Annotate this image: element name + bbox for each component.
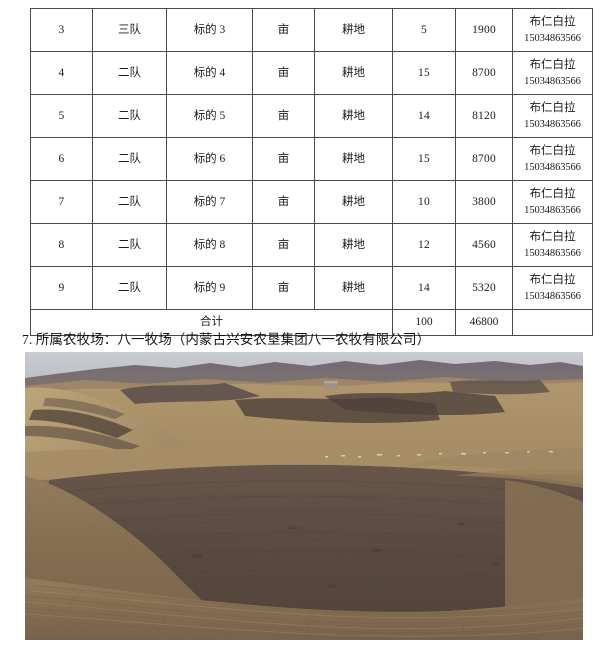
table-total-row: 合计 100 46800 xyxy=(30,309,593,336)
cell-contact: 布仁白拉 15034863566 xyxy=(512,8,593,52)
total-contact xyxy=(512,309,593,336)
contact-name: 布仁白拉 xyxy=(529,16,576,29)
cell-area: 15 xyxy=(392,51,456,95)
cell-target: 标的 7 xyxy=(166,180,253,224)
cell-contact: 布仁白拉 15034863566 xyxy=(512,223,593,267)
cell-unit: 亩 xyxy=(252,8,315,52)
cell-land-type: 耕地 xyxy=(314,180,393,224)
contact-name: 布仁白拉 xyxy=(529,188,576,201)
cell-serial-number: 4 xyxy=(30,51,93,95)
table-row: 5 二队 标的 5 亩 耕地 14 8120 布仁白拉 15034863566 xyxy=(30,94,593,138)
cell-unit: 亩 xyxy=(252,94,315,138)
cell-price: 4560 xyxy=(455,223,513,267)
table-row: 3 三队 标的 3 亩 耕地 5 1900 布仁白拉 15034863566 xyxy=(30,8,593,52)
cell-price: 1900 xyxy=(455,8,513,52)
cell-area: 10 xyxy=(392,180,456,224)
cell-team: 二队 xyxy=(92,51,167,95)
total-area: 100 xyxy=(392,309,456,336)
cell-area: 14 xyxy=(392,94,456,138)
contact-name: 布仁白拉 xyxy=(529,231,576,244)
cell-contact: 布仁白拉 15034863566 xyxy=(512,94,593,138)
cell-unit: 亩 xyxy=(252,51,315,95)
land-parcel-table-container: 3 三队 标的 3 亩 耕地 5 1900 布仁白拉 15034863566 4… xyxy=(30,8,593,336)
total-label: 合计 xyxy=(30,309,393,336)
contact-phone: 15034863566 xyxy=(524,75,581,87)
cell-serial-number: 3 xyxy=(30,8,93,52)
cell-price: 8700 xyxy=(455,51,513,95)
cell-team: 二队 xyxy=(92,223,167,267)
cell-serial-number: 7 xyxy=(30,180,93,224)
cell-area: 5 xyxy=(392,8,456,52)
cell-target: 标的 6 xyxy=(166,137,253,181)
cell-target: 标的 8 xyxy=(166,223,253,267)
cell-contact: 布仁白拉 15034863566 xyxy=(512,137,593,181)
table-row: 7 二队 标的 7 亩 耕地 10 3800 布仁白拉 15034863566 xyxy=(30,180,593,224)
contact-phone: 15034863566 xyxy=(524,290,581,302)
cell-team: 二队 xyxy=(92,137,167,181)
cell-contact: 布仁白拉 15034863566 xyxy=(512,180,593,224)
cell-price: 3800 xyxy=(455,180,513,224)
contact-phone: 15034863566 xyxy=(524,32,581,44)
cell-price: 8120 xyxy=(455,94,513,138)
table-row: 6 二队 标的 6 亩 耕地 15 8700 布仁白拉 15034863566 xyxy=(30,137,593,181)
table-row: 4 二队 标的 4 亩 耕地 15 8700 布仁白拉 15034863566 xyxy=(30,51,593,95)
farmland-photo-graphic xyxy=(25,352,583,640)
contact-name: 布仁白拉 xyxy=(529,102,576,115)
cell-area: 15 xyxy=(392,137,456,181)
cell-team: 二队 xyxy=(92,94,167,138)
contact-phone: 15034863566 xyxy=(524,204,581,216)
cell-unit: 亩 xyxy=(252,137,315,181)
contact-phone: 15034863566 xyxy=(524,161,581,173)
cell-price: 8700 xyxy=(455,137,513,181)
cell-unit: 亩 xyxy=(252,223,315,267)
cell-contact: 布仁白拉 15034863566 xyxy=(512,51,593,95)
cell-team: 二队 xyxy=(92,180,167,224)
cell-contact: 布仁白拉 15034863566 xyxy=(512,266,593,310)
cell-land-type: 耕地 xyxy=(314,51,393,95)
farmland-photograph xyxy=(25,352,583,640)
land-parcel-table: 3 三队 标的 3 亩 耕地 5 1900 布仁白拉 15034863566 4… xyxy=(30,8,593,336)
cell-land-type: 耕地 xyxy=(314,266,393,310)
cell-unit: 亩 xyxy=(252,266,315,310)
farm-affiliation-caption: 7. 所属农牧场：八一牧场（内蒙古兴安农垦集团八一农牧有限公司） xyxy=(22,332,431,347)
cell-land-type: 耕地 xyxy=(314,137,393,181)
cell-land-type: 耕地 xyxy=(314,8,393,52)
cell-target: 标的 3 xyxy=(166,8,253,52)
cell-price: 5320 xyxy=(455,266,513,310)
cell-unit: 亩 xyxy=(252,180,315,224)
cell-serial-number: 5 xyxy=(30,94,93,138)
cell-target: 标的 5 xyxy=(166,94,253,138)
cell-land-type: 耕地 xyxy=(314,94,393,138)
contact-name: 布仁白拉 xyxy=(529,145,576,158)
total-price: 46800 xyxy=(455,309,513,336)
cell-area: 12 xyxy=(392,223,456,267)
cell-target: 标的 9 xyxy=(166,266,253,310)
contact-name: 布仁白拉 xyxy=(529,274,576,287)
cell-serial-number: 8 xyxy=(30,223,93,267)
contact-phone: 15034863566 xyxy=(524,247,581,259)
contact-phone: 15034863566 xyxy=(524,118,581,130)
cell-area: 14 xyxy=(392,266,456,310)
table-row: 9 二队 标的 9 亩 耕地 14 5320 布仁白拉 15034863566 xyxy=(30,266,593,310)
cell-serial-number: 6 xyxy=(30,137,93,181)
cell-serial-number: 9 xyxy=(30,266,93,310)
cell-target: 标的 4 xyxy=(166,51,253,95)
table-row: 8 二队 标的 8 亩 耕地 12 4560 布仁白拉 15034863566 xyxy=(30,223,593,267)
cell-team: 三队 xyxy=(92,8,167,52)
contact-name: 布仁白拉 xyxy=(529,59,576,72)
cell-team: 二队 xyxy=(92,266,167,310)
cell-land-type: 耕地 xyxy=(314,223,393,267)
